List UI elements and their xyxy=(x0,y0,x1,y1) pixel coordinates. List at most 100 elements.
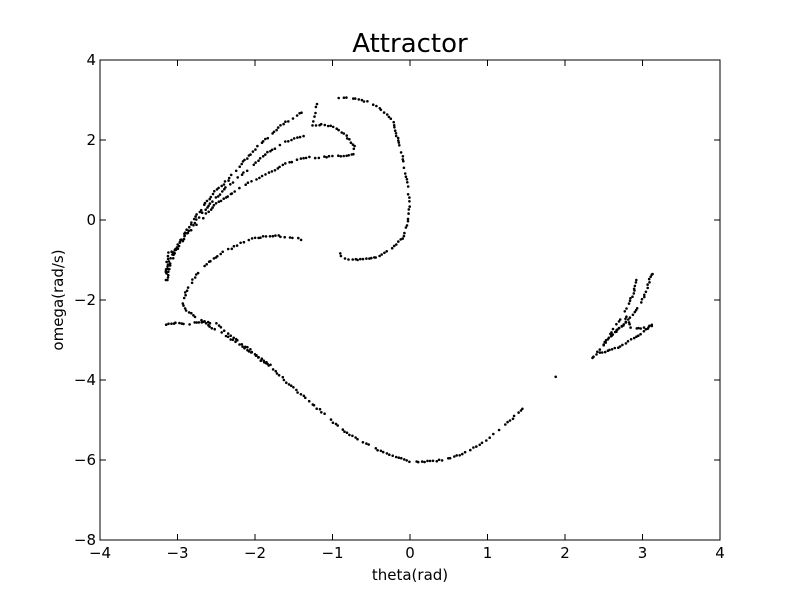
data-point xyxy=(406,181,409,184)
data-point xyxy=(299,393,303,396)
data-point xyxy=(165,272,168,275)
data-point xyxy=(296,391,299,394)
data-point xyxy=(218,193,222,196)
data-point xyxy=(295,114,299,117)
data-point xyxy=(239,241,242,245)
data-point xyxy=(390,246,394,250)
data-point xyxy=(171,253,174,256)
data-point xyxy=(615,330,618,334)
data-point xyxy=(176,243,179,246)
data-point xyxy=(389,117,393,120)
data-point xyxy=(304,396,307,400)
data-point xyxy=(221,190,224,193)
data-point xyxy=(361,441,365,444)
data-point xyxy=(276,167,280,170)
data-point xyxy=(285,381,288,385)
data-point xyxy=(646,286,649,290)
data-point xyxy=(166,267,169,271)
data-point xyxy=(277,374,281,377)
data-point xyxy=(640,301,643,304)
data-point xyxy=(385,113,389,116)
data-point xyxy=(249,348,252,351)
data-point xyxy=(628,299,632,303)
data-point xyxy=(219,326,223,329)
data-point xyxy=(279,124,282,127)
data-point xyxy=(370,256,373,260)
data-point xyxy=(250,180,253,183)
data-point xyxy=(295,388,298,392)
data-point xyxy=(440,459,444,462)
data-point xyxy=(394,132,398,135)
data-point xyxy=(378,254,381,258)
data-point xyxy=(312,403,316,407)
data-point xyxy=(347,258,350,261)
data-point xyxy=(629,338,633,341)
data-point xyxy=(183,307,187,310)
data-point xyxy=(290,160,294,164)
data-point xyxy=(352,152,355,156)
data-point xyxy=(188,225,191,229)
data-point xyxy=(302,134,305,138)
data-point xyxy=(492,432,495,436)
data-point xyxy=(169,257,172,260)
y-axis: −8 −6 −4 −2 0 2 4 xyxy=(74,51,720,549)
data-point xyxy=(504,423,507,426)
data-point xyxy=(632,336,636,340)
data-point xyxy=(269,149,272,153)
data-point xyxy=(238,186,241,190)
data-point xyxy=(600,351,604,354)
data-point xyxy=(181,302,185,305)
data-point xyxy=(374,256,378,259)
data-point xyxy=(315,407,319,411)
data-point xyxy=(448,456,452,460)
data-point xyxy=(634,308,638,312)
data-point xyxy=(463,450,467,454)
data-point xyxy=(640,297,644,301)
data-point xyxy=(215,188,219,191)
data-point xyxy=(378,107,382,110)
data-point xyxy=(238,165,241,168)
data-point xyxy=(625,307,628,310)
data-point xyxy=(478,443,482,447)
data-point xyxy=(195,213,198,216)
data-point xyxy=(347,154,351,157)
data-point xyxy=(187,311,191,314)
data-point xyxy=(275,372,279,375)
data-point xyxy=(401,237,405,240)
data-point xyxy=(174,321,177,325)
data-point xyxy=(270,170,274,173)
data-point xyxy=(624,317,627,321)
data-point xyxy=(191,278,194,281)
data-point xyxy=(643,293,646,297)
data-point xyxy=(352,97,355,100)
data-point xyxy=(211,200,214,203)
data-point xyxy=(637,326,640,330)
data-point xyxy=(278,165,281,169)
data-point xyxy=(408,196,411,199)
data-point xyxy=(336,424,340,427)
data-point xyxy=(349,141,353,144)
x-tick-label: −4 xyxy=(89,544,111,562)
data-point xyxy=(405,224,409,227)
data-point xyxy=(193,221,197,225)
data-point xyxy=(190,311,193,315)
x-tick-label: 1 xyxy=(483,544,493,562)
data-point xyxy=(334,422,338,426)
data-point xyxy=(282,122,285,126)
data-point xyxy=(246,157,249,160)
data-point xyxy=(631,295,634,299)
data-point xyxy=(193,315,197,319)
data-point xyxy=(222,329,226,333)
data-point xyxy=(189,223,193,226)
data-point xyxy=(183,291,187,294)
data-point xyxy=(197,216,201,219)
data-point xyxy=(617,326,621,330)
x-tick-label: −2 xyxy=(244,544,266,562)
data-point xyxy=(329,418,333,421)
data-point xyxy=(200,321,204,324)
data-point xyxy=(400,456,403,460)
data-points xyxy=(164,96,654,464)
data-point xyxy=(202,216,205,220)
data-point xyxy=(184,293,187,297)
